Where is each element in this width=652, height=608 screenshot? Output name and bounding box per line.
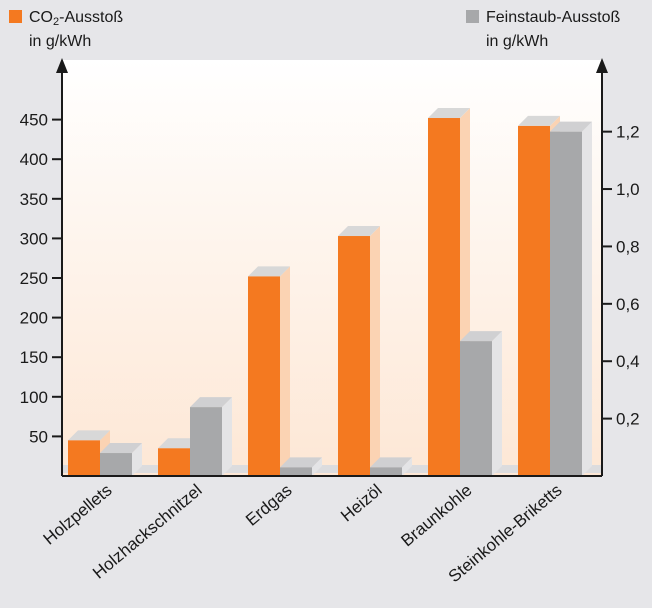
bar-dust bbox=[280, 457, 322, 476]
right-tick-label: 0,2 bbox=[616, 410, 640, 429]
bar-dust-top bbox=[550, 121, 592, 132]
bar-dust bbox=[100, 443, 142, 476]
bar-dust-front bbox=[460, 341, 492, 476]
bar-dust-top bbox=[460, 331, 502, 342]
right-tick-label: 0,8 bbox=[616, 237, 640, 256]
bar-co2-front bbox=[518, 125, 550, 476]
bar-co2-top bbox=[248, 266, 290, 277]
bar-dust-side bbox=[402, 457, 412, 476]
bar-dust bbox=[550, 121, 592, 477]
bar-dust-front bbox=[370, 467, 402, 476]
legend-dust: Feinstaub-Ausstoß in g/kWh bbox=[466, 9, 621, 50]
plot-background bbox=[62, 60, 602, 476]
bar-dust-side bbox=[312, 457, 322, 476]
bar-dust-front bbox=[280, 467, 312, 476]
bar-co2-top bbox=[68, 430, 110, 441]
bar-co2 bbox=[338, 226, 380, 476]
left-axis-arrow bbox=[56, 58, 68, 73]
left-tick-label: 100 bbox=[20, 388, 48, 407]
bar-co2-top bbox=[428, 108, 470, 119]
bar-co2-front bbox=[248, 276, 280, 476]
bar-dust-side bbox=[132, 443, 142, 476]
left-tick-label: 250 bbox=[20, 269, 48, 288]
bar-dust bbox=[460, 331, 502, 476]
bar-co2-side bbox=[370, 226, 380, 476]
right-axis-arrow bbox=[596, 58, 608, 73]
left-axis-ticks: 50 100 150 200 250 300 350 400 450 bbox=[20, 111, 62, 446]
bar-dust-front bbox=[190, 407, 222, 476]
legend-co2-unit: in g/kWh bbox=[29, 33, 91, 50]
bar-dust bbox=[190, 397, 232, 476]
category-label: Erdgas bbox=[242, 481, 295, 530]
bar-co2-top bbox=[158, 438, 200, 449]
right-tick-label: 0,4 bbox=[616, 352, 640, 371]
category-label: Braunkohle bbox=[397, 481, 475, 551]
left-tick-label: 350 bbox=[20, 190, 48, 209]
bar-dust-top bbox=[370, 457, 412, 468]
bars bbox=[68, 108, 592, 477]
right-tick-label: 0,6 bbox=[616, 295, 640, 314]
bar-dust-top bbox=[190, 397, 232, 408]
bar-dust-side bbox=[582, 121, 592, 477]
bar-dust-front bbox=[100, 453, 132, 476]
bar-co2-front bbox=[338, 236, 370, 476]
right-tick-label: 1,0 bbox=[616, 180, 640, 199]
left-tick-label: 200 bbox=[20, 309, 48, 328]
legend-co2-label: CO2-Ausstoß bbox=[29, 9, 123, 28]
bar-dust-top bbox=[100, 443, 142, 454]
bar-co2-top bbox=[518, 115, 560, 126]
bar-co2-top bbox=[338, 226, 380, 237]
bar-co2-front bbox=[158, 448, 190, 476]
bar-co2-side bbox=[280, 266, 290, 476]
category-label: Holzpellets bbox=[40, 481, 116, 549]
bar-co2-front bbox=[428, 118, 460, 477]
bar-dust-side bbox=[222, 397, 232, 476]
left-tick-label: 400 bbox=[20, 150, 48, 169]
bar-dust-top bbox=[280, 457, 322, 468]
bar-dust-side bbox=[492, 331, 502, 476]
left-tick-label: 50 bbox=[29, 427, 48, 446]
left-tick-label: 450 bbox=[20, 111, 48, 130]
legend-dust-unit: in g/kWh bbox=[486, 33, 548, 50]
bar-co2-front bbox=[68, 440, 100, 476]
category-label: Heizöl bbox=[337, 481, 385, 526]
right-tick-label: 1,2 bbox=[616, 123, 640, 142]
bar-dust-front bbox=[550, 131, 582, 477]
left-tick-label: 300 bbox=[20, 229, 48, 248]
legend-co2-swatch bbox=[9, 10, 22, 23]
legend-co2: CO2-Ausstoß in g/kWh bbox=[9, 9, 123, 50]
bar-dust bbox=[370, 457, 412, 476]
right-axis-ticks: 0,2 0,4 0,6 0,8 1,0 1,2 bbox=[602, 123, 640, 429]
legend-dust-label: Feinstaub-Ausstoß bbox=[486, 9, 621, 26]
legend-dust-swatch bbox=[466, 10, 479, 23]
chart-floor bbox=[62, 465, 602, 473]
left-tick-label: 150 bbox=[20, 348, 48, 367]
bar-co2 bbox=[248, 266, 290, 476]
